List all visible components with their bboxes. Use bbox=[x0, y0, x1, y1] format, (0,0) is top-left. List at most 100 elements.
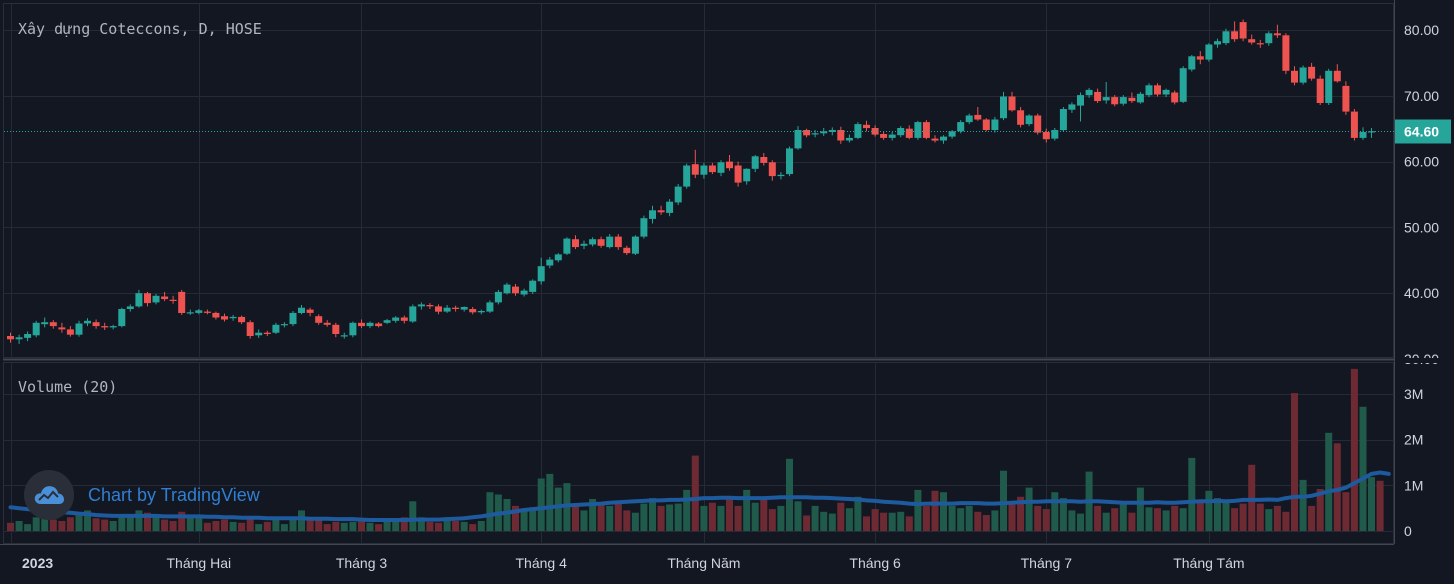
volume-bar bbox=[554, 487, 562, 531]
volume-bar bbox=[606, 505, 614, 531]
volume-bar bbox=[238, 522, 246, 531]
volume-bar bbox=[974, 511, 982, 531]
volume-axis[interactable]: 3M 2M 1M 0 bbox=[1404, 386, 1423, 539]
candle-body bbox=[631, 236, 639, 254]
volume-bar bbox=[126, 515, 134, 531]
volume-bar bbox=[178, 511, 186, 531]
candle-body bbox=[7, 336, 14, 340]
candles bbox=[7, 19, 1375, 344]
candle-body bbox=[417, 304, 425, 307]
candle-body bbox=[1282, 35, 1290, 71]
candle-body bbox=[614, 236, 622, 248]
volume-bar bbox=[794, 501, 802, 531]
candle-body bbox=[1136, 93, 1144, 103]
candle-body bbox=[375, 323, 383, 327]
candle-body bbox=[246, 322, 254, 336]
volume-bar bbox=[777, 505, 785, 531]
volume-bar bbox=[922, 505, 930, 531]
candle-body bbox=[1034, 115, 1042, 133]
time-tick-label: Tháng Hai bbox=[167, 555, 232, 571]
volume-bar bbox=[640, 503, 648, 531]
candle-body bbox=[897, 128, 905, 136]
candle-body bbox=[1222, 31, 1230, 44]
candle-body bbox=[443, 307, 451, 312]
candle-body bbox=[255, 332, 263, 336]
candle-body bbox=[1025, 115, 1033, 125]
volume-bar bbox=[1008, 502, 1016, 531]
candle-body bbox=[1119, 97, 1127, 104]
candle-body bbox=[905, 128, 913, 138]
volume-bar bbox=[409, 501, 417, 531]
candle-body bbox=[1162, 89, 1170, 95]
candle-body bbox=[323, 322, 331, 325]
volume-bar bbox=[255, 524, 263, 531]
volume-bar bbox=[92, 518, 100, 531]
volume-bar bbox=[1316, 489, 1324, 531]
candle-body bbox=[1051, 130, 1059, 139]
volume-bar bbox=[1068, 510, 1076, 531]
candle-body bbox=[871, 128, 879, 135]
volume-bar bbox=[614, 503, 622, 531]
volume-bar bbox=[760, 499, 768, 531]
volume-bar bbox=[854, 496, 862, 532]
volume-title: Volume (20) bbox=[18, 378, 118, 396]
volume-bar bbox=[572, 505, 579, 531]
volume-bar bbox=[263, 521, 271, 531]
volume-bar bbox=[597, 503, 605, 531]
volume-bar bbox=[734, 505, 742, 531]
volume-bar bbox=[888, 512, 896, 531]
tradingview-watermark[interactable]: Chart by TradingView bbox=[24, 470, 260, 520]
candle-body bbox=[1094, 91, 1102, 102]
candle-body bbox=[315, 316, 323, 323]
volume-bar bbox=[1128, 512, 1136, 531]
candle-body bbox=[563, 238, 571, 254]
candle-body bbox=[580, 243, 588, 246]
volume-bar bbox=[1094, 505, 1102, 531]
volume-bar bbox=[323, 524, 331, 531]
candle-body bbox=[75, 323, 83, 335]
volume-bar bbox=[991, 510, 999, 531]
candle-body bbox=[811, 133, 819, 135]
volume-bar bbox=[426, 521, 434, 531]
time-axis[interactable]: 2023 Tháng Hai Tháng 3 Tháng 4 Tháng Năm Thán… bbox=[22, 555, 1245, 571]
candle-body bbox=[768, 162, 776, 177]
candle-body bbox=[426, 305, 434, 307]
volume-bar bbox=[631, 512, 639, 531]
candle-body bbox=[332, 324, 340, 334]
volume-tick-label: 0 bbox=[1404, 523, 1412, 539]
time-tick-label: Tháng 7 bbox=[1021, 555, 1073, 571]
time-tick-label: Tháng 4 bbox=[516, 555, 568, 571]
volume-bar bbox=[135, 510, 143, 531]
volume-bar bbox=[417, 517, 425, 531]
candle-body bbox=[1196, 56, 1204, 60]
volume-bar bbox=[691, 455, 699, 531]
candle-body bbox=[1333, 70, 1341, 82]
candle-body bbox=[717, 162, 725, 173]
chart-title: Xây dựng Coteccons, D, HOSE bbox=[18, 20, 262, 38]
candle-body bbox=[1325, 70, 1333, 103]
volume-bar bbox=[580, 510, 588, 531]
last-price-badge bbox=[1395, 119, 1451, 144]
volume-bar bbox=[708, 502, 716, 531]
volume-bar bbox=[75, 512, 83, 531]
volume-bar bbox=[1188, 457, 1196, 531]
volume-bar bbox=[1205, 490, 1213, 531]
volume-bar bbox=[768, 509, 776, 531]
volume-bar bbox=[203, 522, 211, 531]
volume-bar bbox=[743, 489, 751, 531]
candle-body bbox=[606, 236, 614, 248]
volume-bar bbox=[298, 510, 305, 531]
candle-body bbox=[683, 165, 691, 187]
volume-bar bbox=[366, 522, 374, 531]
volume-bar bbox=[1034, 505, 1042, 531]
candle-body bbox=[1265, 33, 1273, 44]
time-tick-label: Tháng Tám bbox=[1173, 555, 1244, 571]
candle-body bbox=[649, 210, 656, 219]
volume-bar bbox=[914, 489, 922, 531]
last-price-label: 64.60 bbox=[1404, 124, 1439, 140]
candle-body bbox=[494, 291, 502, 303]
volume-bar bbox=[1359, 406, 1367, 531]
candle-body bbox=[460, 307, 468, 310]
volume-bar bbox=[623, 510, 631, 531]
